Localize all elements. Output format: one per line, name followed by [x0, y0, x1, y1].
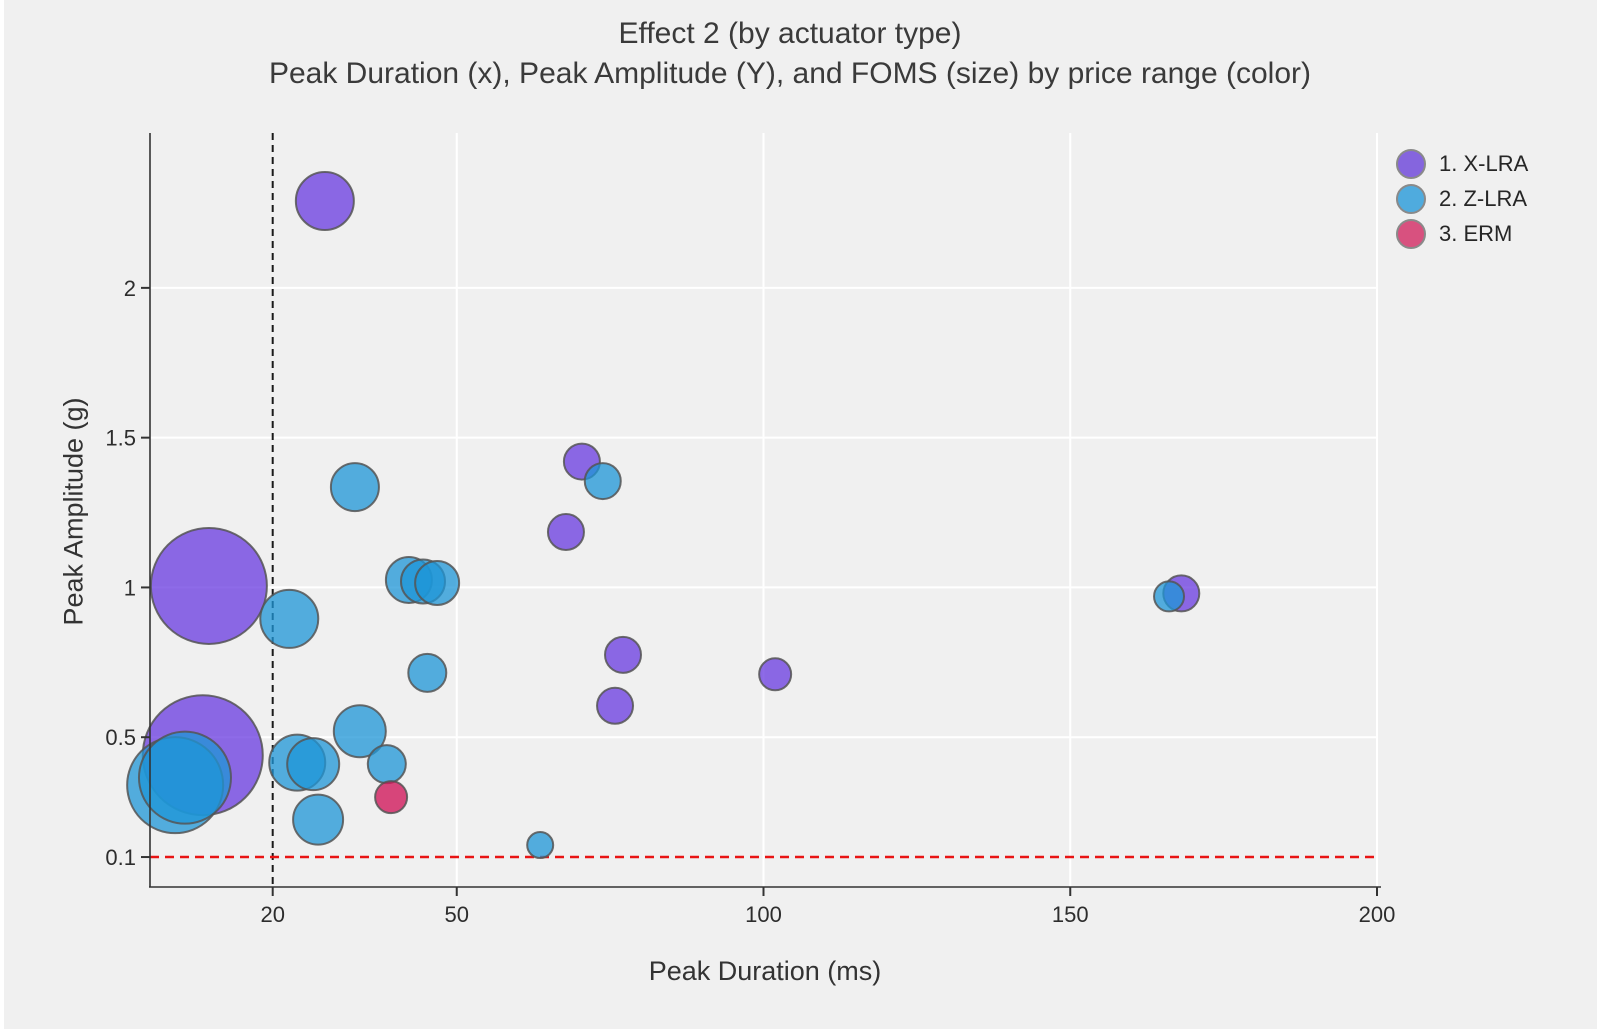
- y-tick-label: 1: [124, 575, 136, 600]
- legend-label: 3. ERM: [1439, 220, 1513, 246]
- x-tick-label: 200: [1359, 902, 1396, 927]
- legend: 1. X-LRA 2. Z-LRA 3. ERM: [1396, 146, 1528, 251]
- y-tick-label: 0.5: [105, 725, 136, 750]
- bubble-erm[interactable]: [374, 780, 409, 815]
- x-tick-label: 100: [745, 902, 782, 927]
- bubble-z-lra[interactable]: [329, 462, 380, 513]
- legend-item-x-lra[interactable]: 1. X-LRA: [1396, 146, 1528, 181]
- bubble-z-lra[interactable]: [137, 730, 232, 825]
- legend-item-z-lra[interactable]: 2. Z-LRA: [1396, 181, 1528, 216]
- bubble-z-lra[interactable]: [407, 652, 448, 693]
- bubble-x-lra[interactable]: [604, 635, 643, 674]
- bubble-z-lra[interactable]: [292, 793, 345, 846]
- bubble-z-lra[interactable]: [526, 831, 555, 860]
- bubble-z-lra[interactable]: [366, 744, 407, 785]
- bubble-x-lra[interactable]: [294, 171, 355, 232]
- bubble-z-lra[interactable]: [414, 559, 461, 606]
- bubble-z-lra[interactable]: [286, 737, 341, 792]
- bubble-x-lra[interactable]: [546, 513, 585, 552]
- bubble-z-lra[interactable]: [583, 462, 622, 501]
- chart-title: Effect 2 (by actuator type): [618, 17, 962, 50]
- legend-swatch-icon: [1396, 148, 1426, 179]
- bubble-x-lra[interactable]: [149, 526, 268, 645]
- title-block: Effect 2 (by actuator type) Peak Duratio…: [0, 14, 1580, 94]
- x-axis-label: Peak Duration (ms): [648, 956, 882, 986]
- bubble-z-lra[interactable]: [332, 704, 387, 759]
- legend-swatch-icon: [1396, 218, 1426, 249]
- x-tick-label: 20: [260, 902, 284, 927]
- bubble-x-lra[interactable]: [758, 657, 793, 692]
- x-tick-label: 50: [445, 902, 469, 927]
- y-tick-label: 1.5: [105, 426, 136, 451]
- bubble-z-lra[interactable]: [259, 588, 320, 649]
- y-tick-label: 0.1: [105, 845, 136, 870]
- legend-item-erm[interactable]: 3. ERM: [1396, 216, 1528, 251]
- x-tick-label: 150: [1052, 902, 1089, 927]
- bubble-x-lra[interactable]: [596, 686, 635, 725]
- bubble-z-lra[interactable]: [1153, 580, 1186, 613]
- y-axis-label: Peak Amplitude (g): [58, 397, 89, 626]
- legend-label: 1. X-LRA: [1439, 150, 1529, 176]
- legend-swatch-icon: [1396, 183, 1426, 214]
- y-tick-label: 2: [124, 276, 136, 301]
- chart-subtitle: Peak Duration (x), Peak Amplitude (Y), a…: [268, 57, 1312, 90]
- legend-label: 2. Z-LRA: [1439, 185, 1528, 211]
